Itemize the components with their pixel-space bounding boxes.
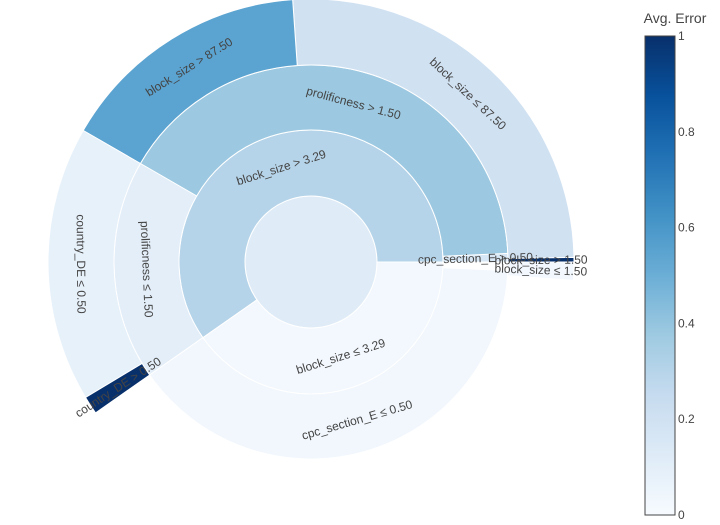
colorbar-tick-label: 0.8	[678, 125, 695, 139]
colorbar-ticks: 0 0.2 0.4 0.6 0.8 1	[678, 29, 695, 522]
colorbar-tick-label: 1	[678, 29, 685, 43]
sunburst-segments	[48, 0, 574, 459]
colorbar-tick-label: 0	[678, 508, 685, 522]
colorbar-title: Avg. Error	[644, 10, 707, 26]
colorbar-tick-label: 0.4	[678, 316, 695, 330]
colorbar-tick-label: 0.6	[678, 221, 695, 235]
colorbar: Avg. Error 0 0.2 0.4 0.6 0.8 1	[644, 10, 707, 522]
segment-root[interactable]	[245, 196, 377, 328]
colorbar-scale	[645, 36, 675, 515]
colorbar-tick-label: 0.2	[678, 412, 695, 426]
label-country-le-050: country_DE ≤ 0.50	[74, 214, 89, 314]
